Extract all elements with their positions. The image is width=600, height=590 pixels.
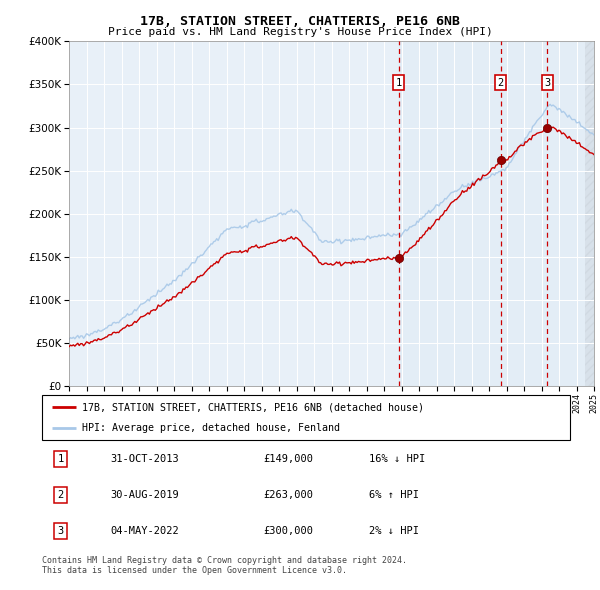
Text: 2% ↓ HPI: 2% ↓ HPI: [370, 526, 419, 536]
Text: 17B, STATION STREET, CHATTERIS, PE16 6NB: 17B, STATION STREET, CHATTERIS, PE16 6NB: [140, 15, 460, 28]
Text: 1: 1: [395, 78, 401, 88]
FancyBboxPatch shape: [42, 395, 570, 440]
Text: 04-MAY-2022: 04-MAY-2022: [110, 526, 179, 536]
Text: 2: 2: [497, 78, 504, 88]
Text: £263,000: £263,000: [264, 490, 314, 500]
Text: 31-OCT-2013: 31-OCT-2013: [110, 454, 179, 464]
Text: 16% ↓ HPI: 16% ↓ HPI: [370, 454, 425, 464]
Bar: [398, 41, 594, 386]
Text: Price paid vs. HM Land Registry's House Price Index (HPI): Price paid vs. HM Land Registry's House …: [107, 27, 493, 37]
Text: 3: 3: [58, 526, 64, 536]
Text: 30-AUG-2019: 30-AUG-2019: [110, 490, 179, 500]
Text: HPI: Average price, detached house, Fenland: HPI: Average price, detached house, Fenl…: [82, 422, 340, 432]
Text: Contains HM Land Registry data © Crown copyright and database right 2024.
This d: Contains HM Land Registry data © Crown c…: [42, 556, 407, 575]
Text: 17B, STATION STREET, CHATTERIS, PE16 6NB (detached house): 17B, STATION STREET, CHATTERIS, PE16 6NB…: [82, 402, 424, 412]
Text: 3: 3: [544, 78, 551, 88]
Text: £300,000: £300,000: [264, 526, 314, 536]
Text: 6% ↑ HPI: 6% ↑ HPI: [370, 490, 419, 500]
Text: £149,000: £149,000: [264, 454, 314, 464]
Text: 1: 1: [58, 454, 64, 464]
Text: 2: 2: [58, 490, 64, 500]
Bar: [585, 41, 594, 386]
